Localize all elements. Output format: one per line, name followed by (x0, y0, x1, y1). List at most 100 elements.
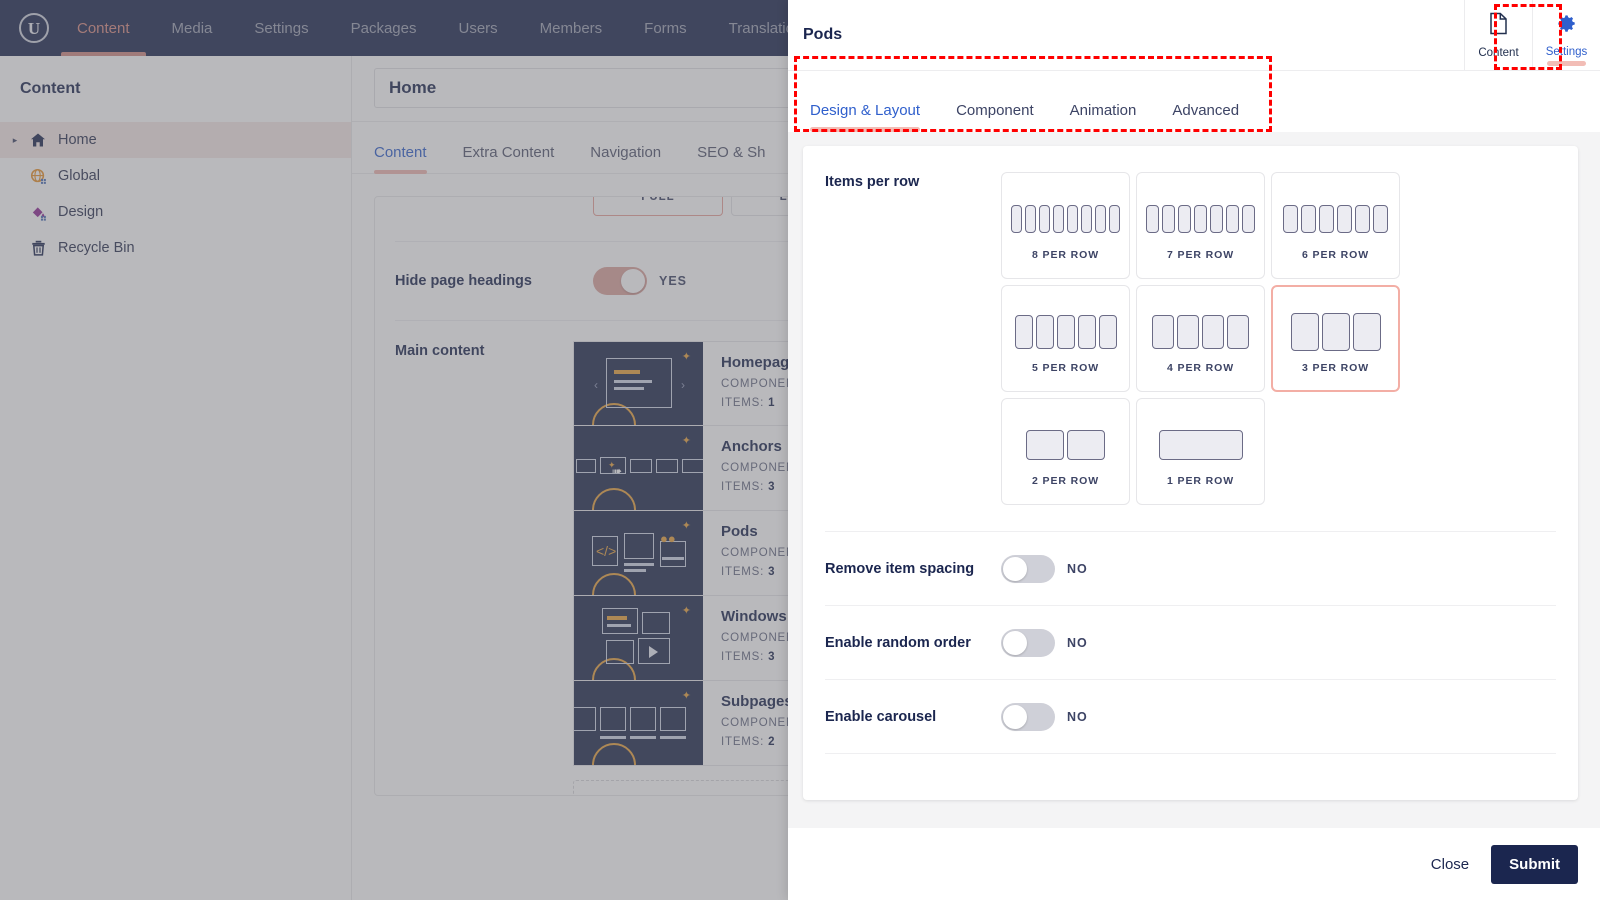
option-preview (1026, 417, 1105, 473)
document-icon (1489, 12, 1508, 40)
items-per-row-option-2[interactable]: 2 PER ROW (1001, 398, 1130, 505)
modal-tab-settings-label: Settings (1545, 45, 1588, 58)
preview-cell (1321, 312, 1350, 351)
nav-item-media[interactable]: Media (171, 19, 213, 37)
items-per-row-option-7[interactable]: 7 PER ROW (1136, 172, 1265, 279)
option-caption: 4 PER ROW (1166, 361, 1235, 374)
item-count-value: 3 (768, 566, 776, 578)
preview-cell (1146, 204, 1159, 233)
nav-item-content[interactable]: Content (61, 0, 145, 56)
modal-section-tabs: Design & Layout Component Animation Adva… (788, 70, 1600, 132)
items-per-row-option-4[interactable]: 4 PER ROW (1136, 285, 1265, 392)
preview-cell (1355, 204, 1370, 233)
tab-extra-content[interactable]: Extra Content (462, 144, 555, 161)
tab-seo-share[interactable]: SEO & Sh (697, 144, 766, 161)
remove-item-spacing-label: Remove item spacing (825, 560, 975, 577)
preview-cell (1067, 204, 1078, 233)
tree-item-design[interactable]: Design (0, 194, 351, 230)
preview-cell (1011, 204, 1022, 233)
item-thumbnail: ✦ ‹ › (574, 342, 703, 425)
preview-cell (1210, 204, 1223, 233)
preview-cell (1319, 204, 1334, 233)
chip-full[interactable]: FULL (593, 197, 723, 216)
tree-item-recycle-bin[interactable]: Recycle Bin (0, 230, 351, 266)
hide-page-headings-label: Hide page headings (395, 273, 532, 289)
item-count-value: 2 (768, 736, 776, 748)
item-type: COMPONENT (721, 378, 803, 390)
expand-caret-icon[interactable]: ▸ (12, 134, 18, 145)
items-per-row-option-8[interactable]: 8 PER ROW (1001, 172, 1130, 279)
modal-tab-settings[interactable]: Settings (1532, 0, 1600, 70)
paint-bucket-icon (24, 204, 52, 221)
tree-item-home[interactable]: ▸ Home (0, 122, 351, 158)
tab-animation[interactable]: Animation (1069, 102, 1137, 119)
items-per-row-option-5[interactable]: 5 PER ROW (1001, 285, 1130, 392)
preview-cell (1098, 314, 1117, 349)
nav-item-settings[interactable]: Settings (254, 19, 309, 37)
item-count-label: ITEMS: (721, 566, 765, 578)
submit-button[interactable]: Submit (1491, 844, 1578, 884)
option-caption: 8 PER ROW (1031, 248, 1100, 261)
option-caption: 5 PER ROW (1031, 361, 1100, 374)
items-per-row-label: Items per row (825, 174, 920, 190)
nav-item-users[interactable]: Users (458, 19, 498, 37)
divider (825, 753, 1556, 754)
items-per-row-option-1[interactable]: 1 PER ROW (1136, 398, 1265, 505)
close-button[interactable]: Close (1430, 855, 1470, 873)
option-caption: 2 PER ROW (1031, 474, 1100, 487)
tab-advanced[interactable]: Advanced (1172, 102, 1240, 119)
nav-item-members[interactable]: Members (539, 19, 603, 37)
modal-tab-content[interactable]: Content (1464, 0, 1532, 70)
item-name: Homepage (721, 354, 798, 371)
home-icon (24, 132, 52, 148)
item-thumbnail: ✦ (574, 681, 703, 765)
preview-cell (1056, 314, 1075, 349)
items-per-row-option-6[interactable]: 6 PER ROW (1271, 172, 1400, 279)
hide-page-headings-toggle[interactable] (593, 267, 647, 295)
preview-cell (1162, 204, 1175, 233)
item-count-value: 1 (768, 397, 776, 409)
nav-item-forms[interactable]: Forms (644, 19, 687, 37)
nav-item-translation[interactable]: Translation (728, 19, 803, 37)
pods-settings-modal: Pods Content (788, 0, 1600, 900)
nav-item-packages[interactable]: Packages (350, 19, 417, 37)
star-icon: ✦ (681, 520, 691, 532)
modal-header: Pods Content (788, 0, 1600, 70)
option-caption: 1 PER ROW (1166, 474, 1235, 487)
item-meta: Subpages COMPONENT ITEMS: 2 (703, 681, 803, 765)
remove-item-spacing-toggle[interactable] (1001, 554, 1055, 583)
modal-backdrop[interactable] (0, 0, 788, 900)
preview-cell (1178, 204, 1191, 233)
item-count-value: 3 (768, 651, 776, 663)
toggle-knob (1003, 704, 1027, 729)
preview-cell (1077, 314, 1096, 349)
settings-card: Items per row 8 PER ROW 7 PER ROW 6 PER RO… (803, 146, 1578, 800)
item-count-label: ITEMS: (721, 736, 765, 748)
item-type: COMPONENT (721, 632, 803, 644)
trash-icon (24, 240, 52, 256)
enable-random-order-row: Enable random order NO (825, 606, 1556, 679)
option-preview (1152, 304, 1249, 360)
enable-carousel-toggle[interactable] (1001, 702, 1055, 731)
tab-component[interactable]: Component (956, 102, 1034, 119)
items-per-row-option-3[interactable]: 3 PER ROW (1271, 285, 1400, 392)
item-thumbnail: ✦ (574, 596, 703, 680)
star-icon: ✦ (681, 351, 691, 363)
umbraco-logo-icon[interactable]: U (19, 13, 49, 43)
preview-cell (1014, 314, 1033, 349)
enable-random-order-toggle[interactable] (1001, 628, 1055, 657)
item-meta: Homepage COMPONENT ITEMS: 1 (703, 342, 803, 425)
preview-cell (1337, 204, 1352, 233)
tree-item-global[interactable]: Global (0, 158, 351, 194)
tab-content[interactable]: Content (374, 144, 427, 174)
preview-cell (1202, 314, 1224, 349)
option-preview (1158, 417, 1243, 473)
tab-design-and-layout[interactable]: Design & Layout (810, 102, 921, 132)
tab-navigation[interactable]: Navigation (590, 144, 662, 161)
divider (825, 679, 1556, 680)
preview-cell (1290, 312, 1319, 351)
option-preview (1011, 191, 1120, 247)
tree-item-label: Design (58, 204, 104, 220)
item-meta: Windows COMPONENT ITEMS: 3 (703, 596, 803, 680)
